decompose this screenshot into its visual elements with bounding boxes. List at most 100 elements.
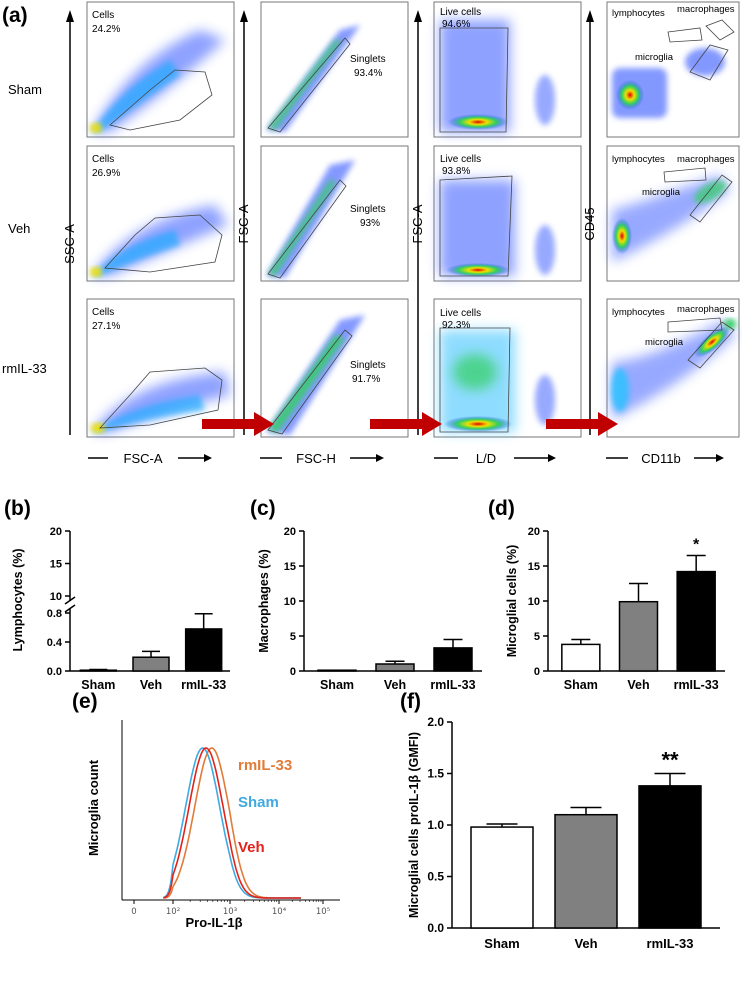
category-label: Veh [384,678,406,692]
pop-label-lymphocytes: lymphocytes [612,154,665,165]
y-tick-label: 20 [528,526,540,538]
y-tick-label: 5 [290,631,296,643]
gate-label: Singlets [350,54,386,65]
pop-label-microglia: microglia [642,187,681,198]
legend-label-rmil33: rmIL-33 [238,757,292,774]
category-label: rmIL-33 [430,678,475,692]
y-axis-label: Lymphocytes (%) [11,548,25,651]
bar-b-1 [132,656,170,672]
category-label: Sham [320,678,354,692]
y-tick-label: 0.0 [47,666,62,678]
bar-c-1 [375,663,415,672]
gate-value: 93% [360,218,380,229]
chart-microglia: 0 5 10 15 20 Microglial cells (%) Sham Veh * rmIL… [505,526,725,692]
y-tick-label: 15 [528,561,540,573]
y-tick-label: 0.5 [427,870,444,884]
flow-y-axes [66,10,594,435]
y-tick-label: 15 [284,561,296,573]
bar-d-0 [561,643,601,672]
gate-label: Live cells [440,154,481,165]
plot-r1-c2 [260,1,409,138]
y-axis-label: Microglial cells (%) [505,545,519,658]
category-label: rmIL-33 [181,678,226,692]
chart-lymphocytes: 10 15 20 0.0 0.4 0.8 Lymphocytes (%) Sham Veh rmI… [11,526,230,692]
gate-label: Singlets [350,360,386,371]
y-tick-label: 10 [50,591,62,603]
category-label: Veh [627,678,649,692]
category-label: Sham [484,936,519,951]
y-axis-label: Microglia count [86,759,101,856]
legend-label-veh: Veh [238,839,265,856]
category-label: Veh [140,678,162,692]
x-tick-label: 10⁴ [272,907,287,917]
plot-r2-c4 [606,145,740,282]
panel-letter-a: (a) [2,4,28,27]
gating-arrows [202,412,618,436]
category-label: Sham [81,678,115,692]
gate-value: 92.3% [442,320,470,331]
pop-label-macrophages: macrophages [677,154,735,165]
gate-value: 94.6% [442,19,470,30]
y-axis-label: Macrophages (%) [257,549,271,653]
bar-b-2 [184,628,223,672]
axis-break-mark [64,604,76,613]
row-label-veh: Veh [8,221,30,236]
gate-label: Cells [92,307,114,318]
row-label-rmil33: rmIL-33 [2,361,47,376]
panel-letter-f: (f) [400,690,421,713]
significance-marker: * [693,537,700,554]
pop-label-macrophages: macrophages [677,304,735,315]
plot-r2-c2 [260,145,409,282]
x-axis-label: Pro-IL-1β [185,915,242,930]
plot-r1-c4 [606,1,740,138]
y-tick-label: 2.0 [427,715,444,729]
gate-value: 93.4% [354,68,382,79]
y-tick-label: 10 [528,596,540,608]
bar-f-0 [470,826,534,929]
x-tick-label: 10² [166,907,180,917]
y-tick-label: 10 [284,596,296,608]
y-label-col2: FSC-A [236,204,251,243]
significance-marker: ** [661,748,679,773]
chart-histogram: 0 10² 10³ 10⁴ 10⁵ Microglia count Pro-IL-1β rmI… [86,720,340,930]
plot-r2-c1 [86,145,235,282]
bar-d-1 [618,600,659,672]
y-tick-label: 0.4 [47,637,63,649]
plot-r3-c3 [433,298,582,438]
gate-label: Live cells [440,7,481,18]
gate-label: Cells [92,154,114,165]
x-tick-label: 0 [131,907,136,917]
y-label-col4: CD45 [582,207,597,240]
gate-label: Live cells [440,308,481,319]
pop-label-macrophages: macrophages [677,4,735,15]
bar-f-1 [554,813,618,929]
x-tick-label: 10³ [223,907,237,917]
flow-plots: SSC-A FSC-A FSC-A CD45 Sham Veh rmIL-33 … [2,1,740,466]
axis-break-mark [64,596,76,605]
category-label: rmIL-33 [674,678,719,692]
gate-value: 26.9% [92,168,120,179]
y-label-col3: FSC-A [410,204,425,243]
gate-value: 91.7% [352,374,380,385]
plot-r3-c4 [606,298,740,438]
y-axis-label: Microglial cells proIL-1β (GMFI) [407,732,421,918]
pop-label-lymphocytes: lymphocytes [612,8,665,19]
y-tick-label: 0 [534,666,540,678]
bar-b-0 [79,669,118,672]
pop-label-lymphocytes: lymphocytes [612,307,665,318]
bar-c-0 [317,669,357,672]
chart-macrophages: 0 5 10 15 20 Macrophages (%) Sham Veh rmIL-33 [257,526,482,692]
x-label-col1: FSC-A [124,451,163,466]
gate-value: 27.1% [92,321,120,332]
bar-c-2 [433,647,473,672]
x-label-col3: L/D [476,451,496,466]
y-tick-label: 1.0 [427,818,444,832]
y-tick-label: 20 [284,526,296,538]
gate-label: Singlets [350,204,386,215]
x-label-col4: CD11b [641,451,681,466]
plot-r2-c3 [433,145,582,282]
y-tick-label: 1.5 [427,767,444,781]
panel-letter-e: (e) [72,690,98,713]
gate-label: Cells [92,10,114,21]
